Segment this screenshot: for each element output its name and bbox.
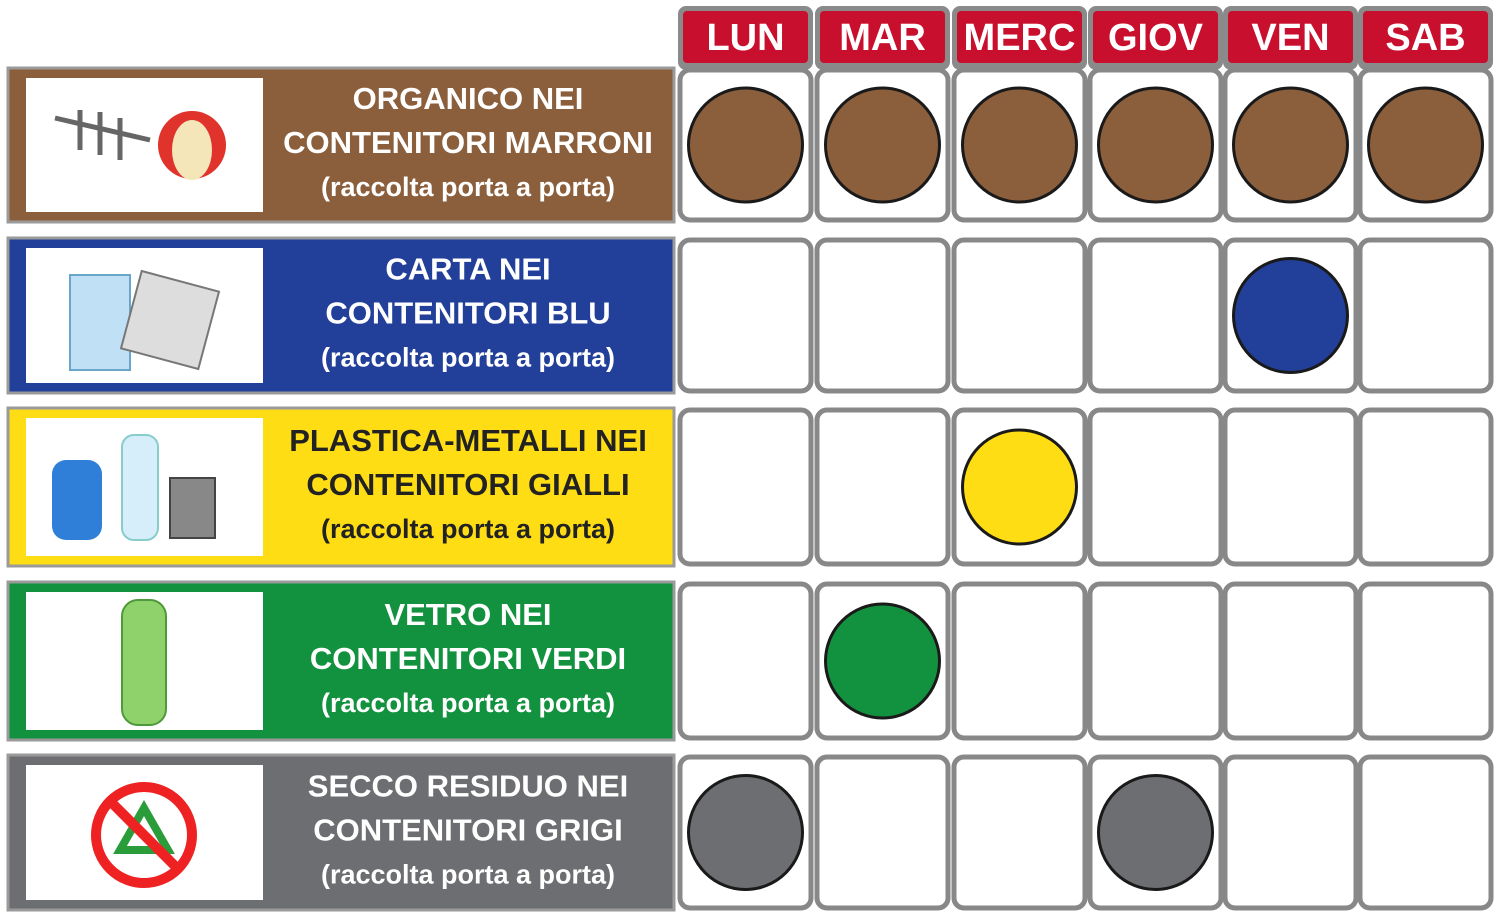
day-cell	[814, 407, 951, 567]
collection-dot	[1232, 257, 1349, 374]
icon-shape	[54, 110, 151, 160]
collection-dot	[824, 602, 941, 720]
icon-shape	[172, 120, 212, 180]
day-label: SAB	[1385, 17, 1465, 59]
day-cell	[1357, 581, 1494, 741]
day-cell	[677, 237, 814, 394]
day-label: LUN	[706, 17, 784, 59]
category-note: (raccolta porta a porta)	[321, 688, 615, 718]
day-tab	[683, 11, 808, 63]
day-cell	[1357, 407, 1494, 567]
icon-shape	[69, 274, 131, 371]
category-title: CARTA NEI	[385, 252, 550, 287]
category-title: PLASTICA-METALLI NEI	[289, 423, 647, 458]
collection-dot	[687, 86, 804, 204]
category-note: (raccolta porta a porta)	[321, 860, 615, 890]
icon-shape	[106, 797, 182, 873]
collection-dot	[1367, 86, 1484, 204]
day-label: MERC	[964, 17, 1076, 59]
day-cell	[1222, 754, 1359, 911]
day-tab	[1363, 11, 1488, 63]
collection-dot	[961, 428, 1078, 546]
day-label: VEN	[1251, 17, 1329, 59]
day-cell	[677, 407, 814, 567]
day-tab	[1093, 11, 1218, 63]
collection-dot	[824, 86, 941, 204]
day-label: GIOV	[1108, 17, 1204, 59]
collection-dot	[687, 774, 804, 891]
day-cell	[814, 754, 951, 911]
icon-box	[26, 78, 263, 212]
day-cell	[951, 754, 1088, 911]
category-title: CONTENITORI GIALLI	[306, 467, 629, 502]
day-cell	[1087, 237, 1224, 394]
day-cell	[1222, 407, 1359, 567]
collection-dot	[961, 86, 1078, 204]
category-note: (raccolta porta a porta)	[321, 343, 615, 373]
day-cell	[1087, 581, 1224, 741]
day-tab	[820, 11, 945, 63]
icon-shape	[52, 460, 102, 540]
day-tab	[1228, 11, 1353, 63]
category-title: SECCO RESIDUO NEI	[308, 769, 628, 804]
icon-shape	[119, 269, 221, 371]
category-title: CONTENITORI VERDI	[310, 641, 626, 676]
day-cell	[677, 581, 814, 741]
day-cell	[1222, 581, 1359, 741]
category-note: (raccolta porta a porta)	[321, 172, 615, 202]
day-cell	[814, 237, 951, 394]
day-cell	[1357, 237, 1494, 394]
collection-dot	[1097, 774, 1214, 891]
collection-dot	[1097, 86, 1214, 204]
category-title: CONTENITORI BLU	[325, 296, 610, 331]
day-cell	[1087, 407, 1224, 567]
day-label: MAR	[839, 17, 926, 59]
category-title: CONTENITORI MARRONI	[283, 125, 653, 160]
icons	[52, 110, 226, 888]
day-cell	[951, 581, 1088, 741]
category-title: CONTENITORI GRIGI	[313, 813, 622, 848]
collection-dot	[1232, 86, 1349, 204]
category-title: VETRO NEI	[384, 597, 551, 632]
day-tab	[957, 11, 1082, 63]
day-cell	[951, 237, 1088, 394]
icon-shape	[169, 477, 216, 539]
category-note: (raccolta porta a porta)	[321, 514, 615, 544]
day-cell	[1357, 754, 1494, 911]
icon-shape	[121, 599, 167, 726]
category-title: ORGANICO NEI	[353, 81, 584, 116]
icon-shape	[121, 434, 159, 541]
